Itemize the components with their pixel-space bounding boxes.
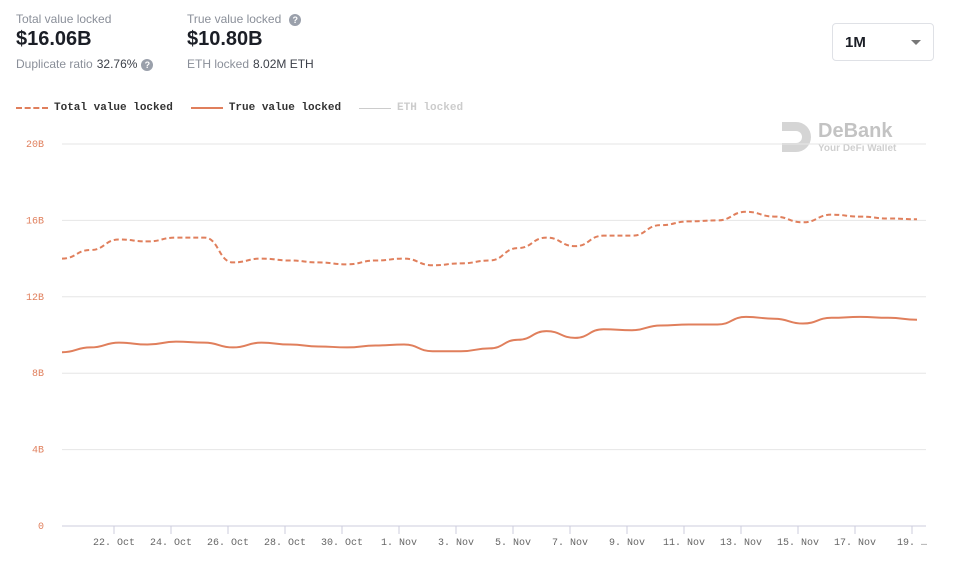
legend-item-tvl[interactable]: Total value locked [16, 102, 173, 114]
x-tick-label: 1. Nov [381, 538, 417, 549]
y-tick-label: 4B [32, 446, 44, 457]
eth-locked-label: ETH locked [187, 57, 250, 71]
x-tick-label: 19. … [897, 538, 927, 549]
duplicate-ratio-value: 32.76% [96, 57, 138, 71]
legend-item-true-vl[interactable]: True value locked [190, 102, 342, 114]
range-value: 1M [845, 33, 866, 51]
true-vl-stat: True value locked? $10.80B ETH locked 8.0… [187, 12, 314, 71]
duplicate-ratio-label: Duplicate ratio [16, 57, 93, 71]
x-tick-label: 13. Nov [720, 538, 762, 549]
y-tick-label: 0 [38, 522, 44, 533]
tvl-stat: Total value locked $16.06B Duplicate rat… [16, 12, 154, 71]
y-tick-label: 8B [32, 369, 44, 380]
watermark-name: DeBank [818, 120, 893, 142]
chevron-down-icon [911, 39, 921, 45]
y-tick-label: 16B [26, 216, 44, 227]
x-tick-label: 11. Nov [663, 538, 705, 549]
x-tick-label: 5. Nov [495, 538, 531, 549]
y-tick-label: 20B [26, 140, 44, 151]
series-line-true-value-locked [61, 315, 918, 354]
true-vl-value: $10.80B [187, 28, 263, 50]
help-icon[interactable]: ? [141, 58, 154, 71]
solid-line-icon [359, 107, 392, 109]
x-tick-label: 7. Nov [552, 538, 588, 549]
x-tick-label: 24. Oct [150, 538, 192, 549]
true-vl-label: True value locked [187, 12, 282, 26]
range-select[interactable]: 1M [832, 23, 934, 61]
debank-watermark: DeBank Your DeFi Wallet [780, 120, 896, 154]
x-tick-label: 26. Oct [207, 538, 249, 549]
help-icon[interactable]: ? [289, 13, 302, 26]
x-tick-label: 15. Nov [777, 538, 819, 549]
x-tick-label: 30. Oct [321, 538, 363, 549]
x-tick-label: 3. Nov [438, 538, 474, 549]
watermark-tagline: Your DeFi Wallet [818, 143, 897, 154]
x-tick-label: 9. Nov [609, 538, 645, 549]
y-tick-label: 12B [26, 293, 44, 304]
tvl-label: Total value locked [16, 12, 112, 26]
legend-item-eth-locked[interactable]: ETH locked [359, 102, 463, 114]
legend-label: ETH locked [397, 102, 464, 114]
legend-label: True value locked [228, 102, 342, 114]
x-tick-label: 17. Nov [834, 538, 876, 549]
dashed-line-icon [16, 107, 48, 109]
legend-label: Total value locked [54, 102, 173, 114]
x-tick-label: 22. Oct [93, 538, 135, 549]
x-tick-label: 28. Oct [264, 538, 306, 549]
debank-logo-icon [782, 122, 811, 152]
tvl-value: $16.06B [16, 28, 92, 50]
solid-line-icon [190, 107, 223, 109]
series-line-total-value-locked [61, 210, 918, 267]
eth-locked-value: 8.02M ETH [253, 57, 314, 71]
chart-legend: Total value locked True value locked ETH… [16, 102, 463, 114]
